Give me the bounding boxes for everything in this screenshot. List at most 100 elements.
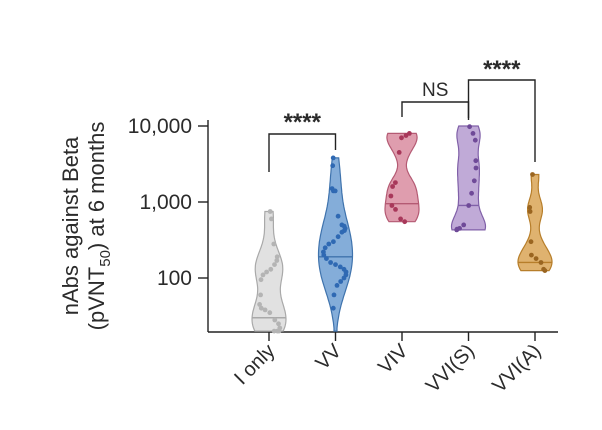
- bracket-line: [268, 133, 337, 172]
- data-point-vv: [321, 252, 327, 258]
- data-point-viv: [396, 150, 402, 155]
- data-point-viv: [399, 135, 404, 141]
- data-point-i-only: [258, 292, 263, 298]
- data-point-vv: [324, 256, 329, 261]
- data-point-i-only: [268, 266, 274, 272]
- data-point-viv: [402, 219, 408, 225]
- data-point-vv: [341, 275, 347, 281]
- y-axis-title-line2-prefix: (pVNT: [84, 267, 109, 331]
- violin-vv: [317, 155, 354, 332]
- data-point-vv: [326, 241, 332, 247]
- significance-label: NS: [422, 80, 448, 101]
- data-point-vvi-s: [461, 222, 467, 228]
- significance-brackets: **** NS ****: [268, 56, 536, 172]
- y-axis-title-line2-suffix: ) at 6 months: [84, 122, 109, 250]
- data-point-vvi-s: [471, 178, 477, 184]
- data-point-viv: [390, 184, 395, 189]
- data-point-vvi-s: [466, 203, 472, 208]
- y-axis-title-line2: (pVNT50) at 6 months: [84, 122, 114, 331]
- y-tick-label: 10,000: [128, 115, 192, 138]
- data-point-i-only: [258, 305, 264, 311]
- data-point-i-only: [267, 209, 273, 214]
- y-tick-label: 100: [157, 267, 192, 290]
- data-point-i-only: [271, 328, 277, 334]
- violin-vvi-a: [517, 172, 553, 273]
- y-axis-title-line2-subscript: 50: [97, 250, 114, 267]
- data-point-viv: [388, 193, 394, 199]
- y-axis-title-line1: nAbs against Beta: [58, 136, 83, 315]
- violin-vvi-s: [450, 124, 487, 233]
- data-point-i-only: [272, 317, 278, 323]
- data-point-vvi-a: [538, 260, 544, 265]
- data-point-vvi-s: [470, 131, 476, 136]
- data-point-i-only: [260, 272, 266, 278]
- x-tick-label-i-only: I only: [230, 340, 279, 389]
- data-point-i-only: [267, 310, 273, 316]
- data-point-vvi-a: [529, 252, 534, 258]
- data-point-vv: [322, 245, 328, 251]
- data-point-vvi-a: [528, 239, 534, 245]
- data-point-vv: [330, 305, 336, 311]
- data-point-vv: [338, 279, 344, 284]
- data-point-vvi-s: [469, 190, 474, 196]
- data-point-i-only: [269, 216, 274, 222]
- data-point-i-only: [264, 269, 269, 275]
- data-point-i-only: [276, 321, 281, 327]
- x-tick-labels: I only VV VIV VVI(S) VVI(A): [230, 332, 546, 397]
- data-point-i-only: [262, 307, 268, 313]
- bracket-line: [467, 79, 536, 162]
- x-tick-label-vvi-s: VVI(S): [422, 340, 479, 397]
- data-point-vvi-a: [533, 256, 539, 261]
- data-point-viv: [403, 133, 409, 138]
- data-point-viv: [393, 207, 398, 212]
- violin-body-viv: [384, 132, 420, 223]
- data-point-vv: [335, 213, 341, 219]
- data-point-vv: [337, 264, 343, 270]
- data-point-vvi-s: [473, 158, 479, 164]
- x-tick-label-vvi-a: VVI(A): [488, 340, 545, 397]
- data-point-vv: [330, 163, 336, 169]
- data-point-vvi-s: [467, 124, 472, 130]
- bracket-line: [401, 101, 470, 120]
- violin-body-vvi-s: [450, 125, 487, 231]
- x-tick-label-viv: VIV: [374, 340, 413, 379]
- violin-body-vv: [317, 157, 354, 332]
- significance-label: ****: [483, 56, 521, 83]
- significance-bracket-viv-vvi-s: NS: [401, 80, 470, 120]
- violins: [251, 124, 553, 334]
- data-point-vv: [331, 239, 336, 245]
- significance-bracket-i-only-vv: ****: [268, 109, 337, 172]
- violin-body-vvi-a: [517, 173, 553, 272]
- data-point-viv: [393, 180, 398, 186]
- data-point-vv: [335, 234, 341, 240]
- data-point-vvi-s: [473, 165, 479, 171]
- y-axis-title: nAbs against Beta (pVNT50) at 6 months: [58, 122, 114, 331]
- significance-bracket-vvi-s-vvi-a: ****: [467, 56, 536, 162]
- violin-body-i-only: [251, 210, 287, 332]
- violin-i-only: [251, 209, 287, 334]
- data-point-vv: [339, 229, 345, 235]
- data-point-vvi-s: [472, 137, 478, 143]
- data-point-vv: [330, 155, 336, 161]
- data-point-vvi-s: [454, 227, 460, 233]
- data-point-viv: [398, 216, 403, 222]
- x-tick-label-vv: VV: [312, 340, 347, 375]
- violin-viv: [384, 131, 420, 225]
- data-point-i-only: [274, 254, 280, 260]
- data-point-vvi-a: [542, 268, 548, 273]
- data-point-viv: [389, 203, 395, 208]
- data-point-vv: [334, 283, 340, 288]
- data-point-vv: [331, 292, 337, 298]
- data-point-vv: [333, 262, 338, 267]
- y-tick-label: 1,000: [139, 191, 192, 214]
- data-point-vvi-a: [527, 209, 533, 214]
- data-point-vv: [328, 260, 333, 265]
- data-point-i-only: [272, 262, 277, 267]
- data-point-vvi-a: [527, 205, 533, 210]
- data-point-i-only: [274, 258, 280, 263]
- data-point-i-only: [257, 302, 262, 307]
- data-point-vvi-a: [530, 172, 535, 177]
- y-ticks: 100 1,000 10,000: [128, 115, 208, 290]
- data-point-i-only: [271, 241, 277, 247]
